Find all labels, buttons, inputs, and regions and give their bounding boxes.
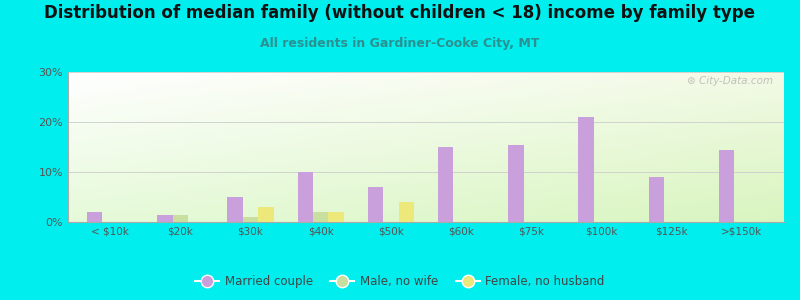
Bar: [368, 187, 383, 222]
Bar: [242, 217, 258, 222]
Bar: [173, 214, 188, 222]
Bar: [227, 197, 242, 222]
Legend: Married couple, Male, no wife, Female, no husband: Married couple, Male, no wife, Female, n…: [190, 270, 610, 292]
Bar: [313, 212, 329, 222]
Text: Distribution of median family (without children < 18) income by family type: Distribution of median family (without c…: [45, 4, 755, 22]
Bar: [508, 145, 523, 222]
Bar: [398, 202, 414, 222]
Bar: [298, 172, 313, 222]
Bar: [87, 212, 102, 222]
Bar: [329, 212, 344, 222]
Bar: [438, 147, 454, 222]
Bar: [258, 207, 274, 222]
Text: ⊛ City-Data.com: ⊛ City-Data.com: [687, 76, 774, 86]
Bar: [157, 214, 173, 222]
Bar: [718, 149, 734, 222]
Bar: [649, 177, 664, 222]
Bar: [578, 117, 594, 222]
Text: All residents in Gardiner-Cooke City, MT: All residents in Gardiner-Cooke City, MT: [260, 38, 540, 50]
